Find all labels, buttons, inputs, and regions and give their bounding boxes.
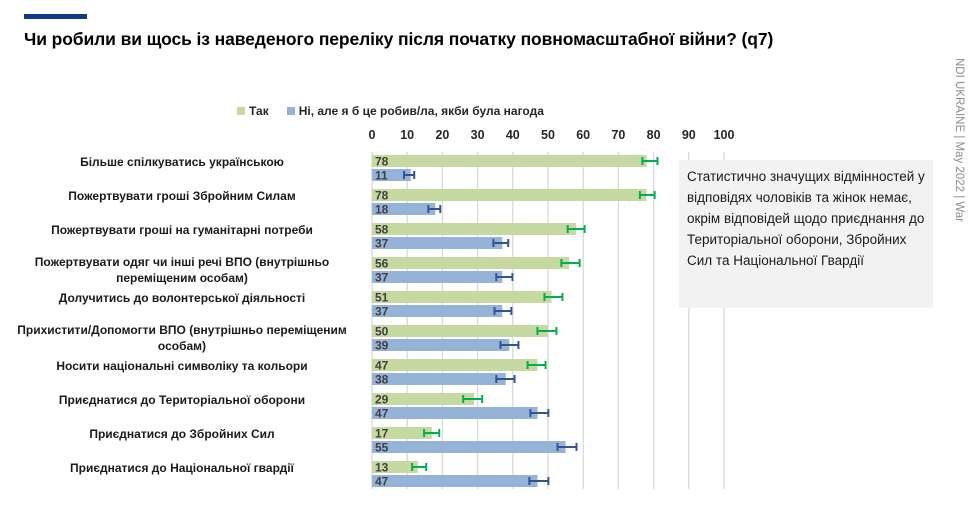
header-accent-rule	[24, 14, 87, 19]
data-label: 38	[375, 373, 389, 387]
data-label: 37	[375, 237, 389, 251]
data-label: 37	[375, 305, 389, 319]
data-label: 37	[375, 271, 389, 285]
bar-yes	[372, 291, 552, 303]
legend-item-would: Ні, але я б це робив/ла, якби була нагод…	[286, 104, 544, 118]
x-tick-label: 50	[541, 128, 555, 142]
x-tick-label: 90	[682, 128, 696, 142]
legend-label-yes: Так	[249, 104, 269, 118]
bar-would	[372, 339, 510, 351]
category-label-line: Долучитись до волонтерської діяльності	[58, 291, 306, 305]
category-label: Приєднатися до Територіальної оборони	[7, 392, 357, 408]
x-tick-label: 70	[611, 128, 625, 142]
bar-yes	[372, 393, 475, 405]
bar-yes	[372, 325, 548, 337]
legend-swatch-would	[286, 107, 295, 115]
category-label-line: Пожертвувати одяг чи інші речі ВПО (внут…	[34, 255, 330, 269]
category-label-line: Носити національні символіку та кольори	[56, 359, 308, 373]
bar-yes	[372, 223, 577, 235]
category-label-line: особам)	[157, 339, 207, 353]
bar-would	[372, 305, 503, 317]
category-label-line: Приєднатися до Збройних Сил	[89, 427, 275, 441]
category-label-line: Більше спілкуватись українською	[80, 155, 284, 169]
category-label-line: Приєднатися до Територіальної оборони	[58, 393, 306, 407]
x-tick-label: 100	[714, 128, 735, 142]
category-label: Більше спілкуватись українською	[7, 154, 357, 170]
bar-yes	[372, 257, 570, 269]
data-label: 47	[375, 475, 389, 489]
data-label: 78	[375, 155, 389, 169]
bar-would	[372, 441, 566, 453]
data-label: 29	[375, 393, 389, 407]
x-tick-label: 80	[647, 128, 661, 142]
bar-would	[372, 475, 538, 487]
category-label: Пожертвувати гроші на гуманітарні потреб…	[7, 222, 357, 238]
data-label: 39	[375, 339, 389, 353]
bar-would	[372, 407, 538, 419]
bar-would	[372, 203, 436, 215]
category-label: Пожертвувати одяг чи інші речі ВПО (внут…	[7, 254, 357, 286]
chart-legend: Так Ні, але я б це робив/ла, якби була н…	[237, 104, 562, 118]
legend-item-yes: Так	[237, 104, 269, 118]
category-label-line: переміщеним особам)	[116, 271, 248, 285]
category-label: Приєднатися до Збройних Сил	[7, 426, 357, 442]
category-label: Пожертвувати гроші Збройним Силам	[7, 188, 357, 204]
data-label: 13	[375, 461, 389, 475]
bar-yes	[372, 359, 538, 371]
bar-would	[372, 373, 506, 385]
x-tick-label: 20	[435, 128, 449, 142]
page-title: Чи робили ви щось із наведеного переліку…	[24, 29, 774, 49]
x-tick-label: 60	[576, 128, 590, 142]
x-tick-label: 10	[400, 128, 414, 142]
data-label: 47	[375, 407, 389, 421]
bar-would	[372, 237, 503, 249]
data-label: 56	[375, 257, 389, 271]
category-label: Носити національні символіку та кольори	[7, 358, 357, 374]
data-label: 51	[375, 291, 389, 305]
data-label: 78	[375, 189, 389, 203]
category-label-line: Пожертвувати гроші на гуманітарні потреб…	[51, 223, 313, 237]
data-label: 11	[375, 169, 388, 183]
category-label: Долучитись до волонтерської діяльності	[7, 290, 357, 306]
data-label: 18	[375, 203, 389, 217]
category-label: Приєднатися до Національної гвардії	[7, 460, 357, 476]
bar-yes	[372, 461, 418, 473]
data-label: 17	[375, 427, 389, 441]
data-label: 58	[375, 223, 389, 237]
category-label-line: Прихистити/Допомогти ВПО (внутрішньо пер…	[17, 323, 347, 337]
bar-yes	[372, 189, 647, 201]
data-label: 47	[375, 359, 389, 373]
bar-would	[372, 271, 503, 283]
bar-would	[372, 169, 411, 181]
category-label-line: Приєднатися до Національної гвардії	[70, 461, 294, 475]
x-tick-label: 0	[369, 128, 376, 142]
legend-swatch-yes	[237, 107, 245, 115]
x-tick-label: 40	[506, 128, 520, 142]
data-label: 55	[375, 441, 389, 455]
category-label: Прихистити/Допомогти ВПО (внутрішньо пер…	[7, 322, 357, 354]
bar-yes	[372, 155, 647, 167]
x-tick-label: 30	[471, 128, 485, 142]
bar-yes	[372, 427, 432, 439]
category-label-line: Пожертвувати гроші Збройним Силам	[68, 189, 296, 203]
note-box: Статистично значущих відмінностей у відп…	[679, 160, 933, 308]
legend-label-would: Ні, але я б це робив/ла, якби була нагод…	[298, 104, 544, 118]
data-label: 50	[375, 325, 389, 339]
